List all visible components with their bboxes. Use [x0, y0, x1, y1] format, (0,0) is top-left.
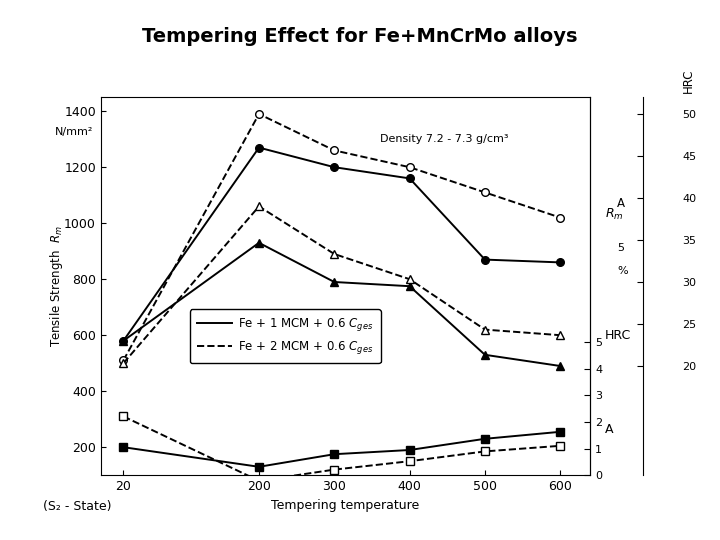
Text: %: % [617, 266, 628, 276]
Text: (S₂ - State): (S₂ - State) [43, 500, 112, 513]
Text: Tensile Strength  $R_m$: Tensile Strength $R_m$ [48, 225, 66, 347]
Text: HRC: HRC [605, 329, 631, 342]
Legend: Fe + 1 MCM + 0.6 $C_{ges}$, Fe + 2 MCM + 0.6 $C_{ges}$: Fe + 1 MCM + 0.6 $C_{ges}$, Fe + 2 MCM +… [190, 309, 381, 363]
Text: 5: 5 [617, 244, 624, 253]
X-axis label: Tempering temperature: Tempering temperature [271, 498, 420, 511]
Text: A: A [617, 197, 626, 210]
Text: HRC: HRC [682, 69, 695, 93]
Text: Density 7.2 - 7.3 g/cm³: Density 7.2 - 7.3 g/cm³ [380, 134, 508, 144]
Text: $R_m$: $R_m$ [605, 207, 624, 222]
Text: A: A [605, 423, 613, 436]
Text: N/mm²: N/mm² [55, 127, 93, 138]
Text: Tempering Effect for Fe+MnCrMo alloys: Tempering Effect for Fe+MnCrMo alloys [143, 27, 577, 46]
